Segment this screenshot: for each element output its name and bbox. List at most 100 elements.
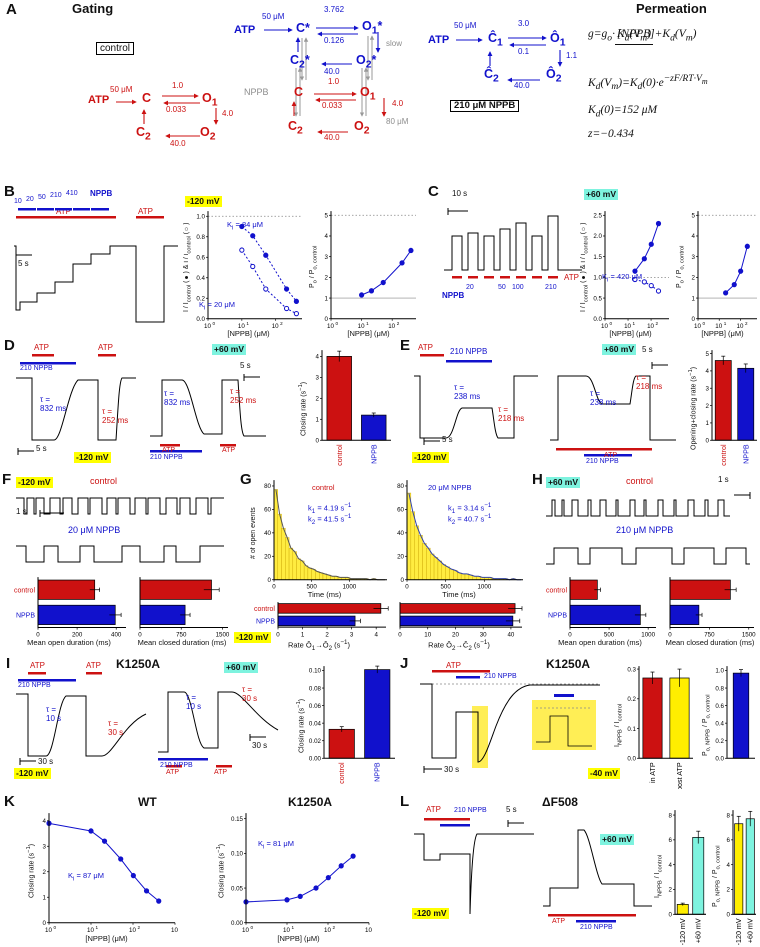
time-scalebar-label: 5 s bbox=[442, 435, 453, 444]
atp-label: ATP bbox=[98, 343, 113, 352]
b-trace-svg bbox=[14, 208, 178, 323]
panel-g-label: G bbox=[240, 471, 252, 488]
svg-text:10: 10 bbox=[272, 323, 279, 329]
panel-k-label: K bbox=[4, 793, 15, 810]
state-C2: C2 bbox=[136, 125, 151, 143]
plot-area: -120 mV +60 mV 0 2 4 6 8 bbox=[721, 806, 758, 947]
state-O2: O2 bbox=[354, 119, 370, 137]
tau-annotation-nppb: τ = 832 ms bbox=[40, 395, 67, 413]
rate-o2-c2-star: 40.0 bbox=[324, 67, 340, 76]
plot-area: -120 mV +60 mV 0 2 4 6 8 bbox=[663, 806, 708, 947]
svg-text:0: 0 bbox=[316, 437, 320, 444]
plot-area: 0 20 40 60 80 0 500 1000 bbox=[392, 476, 526, 590]
plot-area: 0 20 40 60 80 0 500 1000 bbox=[259, 476, 390, 590]
time-scalebar-label: 1 s bbox=[16, 507, 27, 516]
svg-text:1000: 1000 bbox=[641, 631, 655, 638]
dose-label: 210 bbox=[545, 284, 557, 291]
c-po-ratio-chart: Po / Po, control 0 1 2 3 4 5 10 0 10 1 10 2 [NPPB] … bbox=[674, 205, 760, 338]
svg-text:control: control bbox=[338, 762, 346, 784]
svg-text:1: 1 bbox=[316, 416, 320, 423]
atp-label: ATP bbox=[428, 34, 450, 46]
x-axis-label: Mean closed duration (ms) bbox=[665, 638, 755, 647]
atp-label: ATP bbox=[34, 343, 49, 352]
panel-f-label: F bbox=[2, 471, 12, 488]
z-equation: z=−0.434 bbox=[588, 128, 634, 140]
tau-annotation-nppb: τ = 238 ms bbox=[590, 389, 617, 407]
h-mean-closed-chart: 0 750 1500 Mean closed duration (ms) bbox=[662, 574, 758, 647]
svg-text:3: 3 bbox=[43, 843, 47, 850]
svg-text:0.6: 0.6 bbox=[715, 703, 724, 710]
tau-annotation-nppb: τ = 238 ms bbox=[454, 383, 481, 401]
state-O2: O2 bbox=[200, 125, 216, 143]
svg-text:0.3: 0.3 bbox=[627, 666, 636, 673]
svg-text:0: 0 bbox=[268, 577, 272, 584]
svg-text:10: 10 bbox=[204, 323, 211, 329]
j-po-ratio-chart: Po, NPPB / Po, control 0.0 0.2 0.4 0.6 0.8 1.… bbox=[700, 662, 758, 786]
i-trace-pos-block: τ = 10 s τ = 30 s 30 s 210 NPPB ATP ATP bbox=[154, 662, 284, 778]
atp-label: ATP bbox=[418, 343, 433, 352]
h-nppb-single-channel-svg bbox=[546, 547, 750, 565]
time-scalebar-label: 30 s bbox=[444, 765, 460, 774]
svg-text:control: control bbox=[14, 586, 35, 594]
svg-text:0.15: 0.15 bbox=[231, 816, 244, 823]
voltage-badge: +60 mV bbox=[546, 477, 581, 488]
svg-text:1: 1 bbox=[633, 321, 636, 326]
svg-text:0: 0 bbox=[610, 321, 613, 326]
time-scalebar-label: 5 s bbox=[506, 805, 517, 814]
svg-text:3: 3 bbox=[692, 254, 696, 261]
svg-text:0.08: 0.08 bbox=[309, 685, 322, 692]
plot-area: 0 1 2 3 4 5 10 0 10 1 10 2 bbox=[318, 205, 419, 330]
l-trace-pos-svg bbox=[543, 829, 652, 923]
svg-text:0.0: 0.0 bbox=[196, 316, 205, 323]
svg-text:0: 0 bbox=[405, 583, 409, 590]
rate-o2-c2: 40.0 bbox=[324, 133, 340, 142]
y-axis-label: Closing rate (s−1) bbox=[26, 843, 36, 899]
svg-text:0: 0 bbox=[276, 631, 280, 638]
scheme-hat-arrows bbox=[456, 35, 563, 83]
svg-text:10: 10 bbox=[388, 323, 395, 329]
voltage-badge: -120 mV bbox=[412, 908, 449, 919]
svg-text:10: 10 bbox=[238, 323, 245, 329]
state-C-star: C* bbox=[296, 21, 310, 35]
plot-area: control NPPB 0 1 2 3 4 5 bbox=[697, 346, 760, 471]
svg-text:10: 10 bbox=[171, 927, 178, 934]
rate-o2-c2: 40.0 bbox=[170, 139, 186, 148]
current-trace bbox=[543, 829, 652, 907]
rate-closing: 0.033 bbox=[166, 105, 187, 114]
svg-text:10: 10 bbox=[624, 323, 631, 329]
voltage-badge: -120 mV bbox=[16, 477, 53, 488]
svg-text:1500: 1500 bbox=[742, 631, 756, 638]
svg-text:0.6: 0.6 bbox=[196, 254, 205, 261]
atp-label: ATP bbox=[446, 661, 461, 670]
svg-text:0.0: 0.0 bbox=[627, 755, 636, 762]
mutant-title: K1250A bbox=[546, 657, 591, 671]
ki-annotation: Ki = 81 μM bbox=[258, 839, 294, 851]
mutant-title: ΔF508 bbox=[542, 795, 578, 809]
svg-text:0: 0 bbox=[272, 583, 276, 590]
eq-numerator: Kd(Vm) bbox=[614, 28, 654, 45]
x-axis-label: [NPPB] (μM) bbox=[701, 329, 744, 338]
plot-area: control NPPB 0 1 2 3 4 bbox=[307, 346, 394, 471]
j-trace-svg bbox=[420, 670, 600, 773]
c-trace-svg bbox=[444, 208, 582, 279]
svg-text:80: 80 bbox=[397, 483, 404, 490]
d-trace-neg-block: ATP ATP 210 NPPB τ = 832 ms τ = 252 ms 5 s bbox=[12, 343, 140, 464]
tau-annotation-control: τ = 252 ms bbox=[230, 387, 257, 405]
atp-label: ATP bbox=[86, 661, 101, 670]
rate-closing: 0.033 bbox=[322, 101, 343, 110]
svg-text:400: 400 bbox=[111, 631, 122, 638]
current-trace bbox=[550, 375, 676, 441]
svg-text:60: 60 bbox=[264, 507, 271, 514]
tau-annotation-control: τ = 218 ms bbox=[636, 373, 663, 391]
svg-text:0: 0 bbox=[703, 321, 706, 326]
svg-text:1: 1 bbox=[96, 925, 99, 930]
rate-opening: 1.0 bbox=[328, 77, 340, 86]
plot-area: 0 750 1500 bbox=[132, 574, 232, 638]
svg-text:10: 10 bbox=[694, 323, 701, 329]
plot-area: control NPPB 0 200 400 bbox=[8, 574, 130, 638]
k2-annotation: k2 = 40.7 s−1 bbox=[448, 513, 492, 526]
eq-denominator: [NPPB]+Kd(Vm) bbox=[616, 28, 697, 44]
nppb-bar-label: 210 NPPB bbox=[586, 458, 619, 465]
svg-text:500: 500 bbox=[441, 583, 452, 590]
plot-area: 0.0 0.5 1.0 1.5 2.0 2.5 10 0 10 1 10 2 bbox=[589, 205, 672, 330]
